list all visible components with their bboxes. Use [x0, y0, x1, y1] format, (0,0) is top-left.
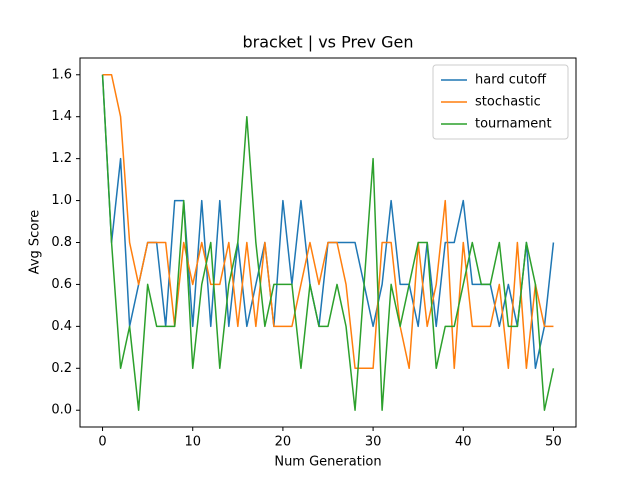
legend-label: tournament [475, 117, 552, 132]
x-axis-label: Num Generation [274, 455, 381, 470]
y-tick-label: 1.4 [51, 109, 72, 124]
y-tick-label: 1.2 [51, 151, 72, 166]
legend-label: stochastic [475, 95, 541, 110]
legend-label: hard cutoff [475, 73, 547, 88]
x-tick-label: 20 [275, 435, 292, 450]
y-tick-label: 0.2 [51, 361, 72, 376]
series-line [101, 74, 555, 411]
plot-frame [79, 57, 577, 428]
chart-title: bracket | vs Prev Gen [243, 33, 414, 52]
y-axis-label: Avg Score [28, 210, 43, 275]
legend: hard cutoff stochastic tournament [432, 64, 569, 140]
y-tick-label: 0.0 [51, 403, 72, 418]
x-tick-label: 50 [545, 435, 562, 450]
legend-box [432, 64, 569, 140]
y-tick-label: 0.4 [51, 319, 72, 334]
y-tick-label: 1.0 [51, 193, 72, 208]
x-tick-label: 0 [98, 435, 106, 450]
x-tick-label: 30 [365, 435, 382, 450]
y-tick-label: 1.6 [51, 67, 72, 82]
x-tick-label: 40 [455, 435, 472, 450]
x-tick-label: 10 [184, 435, 201, 450]
y-tick-label: 0.6 [51, 277, 72, 292]
y-tick-label: 0.8 [51, 235, 72, 250]
series-line [102, 74, 554, 370]
